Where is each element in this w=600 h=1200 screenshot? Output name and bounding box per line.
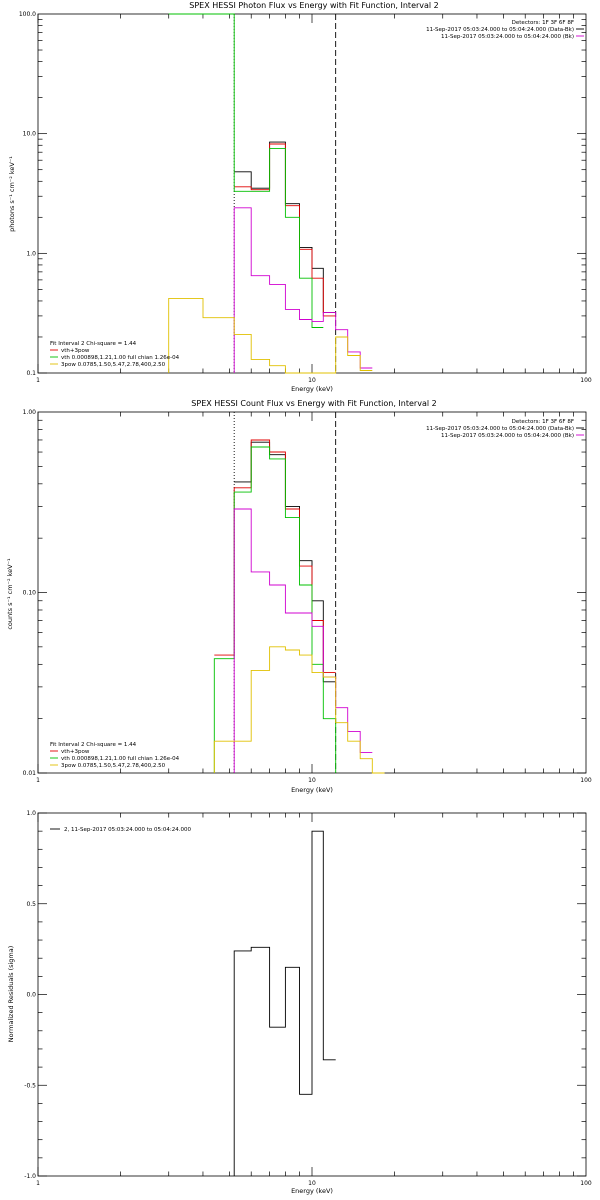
x-axis-label: Energy (keV) — [291, 786, 333, 794]
residual-legend-label: 2, 11-Sep-2017 05:03:24.000 to 05:04:24.… — [64, 827, 191, 833]
info-legend: Detectors: 1F 3F 6F 8F 11-Sep-2017 05:03… — [426, 20, 584, 40]
fit-legend: Fit Interval 2 Chi-square = 1.44 vth+3po… — [50, 742, 180, 769]
axis-ticks: 1 10 100 0.01 0.10 1.00 — [23, 409, 592, 784]
x-axis-label: Energy (keV) — [291, 385, 333, 393]
x-axis-label: Energy (keV) — [291, 1187, 333, 1195]
y-tick-label: -0.5 — [24, 1082, 36, 1089]
detectors-label: Detectors: 1F 3F 6F 8F — [512, 20, 574, 26]
bk-time-label: 11-Sep-2017 05:03:24.000 to 05:04:24.000… — [441, 433, 574, 439]
x-tick-label: 1 — [36, 777, 40, 784]
series-vth-line — [168, 13, 324, 328]
x-tick-label: 10 — [308, 377, 316, 384]
residual-series — [233, 830, 336, 1176]
data-time-label: 11-Sep-2017 05:03:24.000 to 05:04:24.000… — [426, 426, 574, 432]
fit-legend-item-pow: 3pow 0.0785,1.50,5.47,2.78,400,2.50 — [61, 362, 166, 368]
series-data-line — [234, 141, 336, 314]
data-time-label: 11-Sep-2017 05:03:24.000 to 05:04:24.000… — [426, 27, 574, 33]
series-vth-line — [213, 446, 337, 773]
fit-legend-header: Fit Interval 2 Chi-square = 1.44 — [50, 341, 137, 347]
fit-range-markers — [233, 14, 337, 373]
chart-title: SPEX HESSI Count Flux vs Energy with Fit… — [191, 399, 436, 408]
y-tick-label: 100.0 — [19, 11, 36, 18]
y-tick-label: 1.0 — [26, 250, 36, 257]
chart-title: SPEX HESSI Photon Flux vs Energy with Fi… — [189, 1, 439, 10]
x-tick-label: 1 — [36, 377, 40, 384]
x-tick-label: 100 — [580, 377, 592, 384]
spectrum-series — [213, 439, 385, 774]
fit-legend-item-vth: vth 0.000898,1.21,1.00 full chian 1.26e-… — [61, 756, 180, 762]
y-tick-label: 0.5 — [26, 901, 36, 908]
y-tick-label: 10.0 — [23, 131, 37, 138]
x-tick-label: 10 — [308, 777, 316, 784]
x-tick-label: 100 — [580, 1180, 592, 1187]
y-tick-label: 0.0 — [26, 992, 36, 999]
axis-ticks: 1 10 100 -1.0 -0.5 0.0 0.5 1.0 — [24, 810, 592, 1187]
series-total-line — [214, 439, 336, 674]
series-pow-line — [168, 297, 373, 374]
fit-legend-item-total: vth+3pow — [61, 348, 90, 354]
y-axis-label: Normalized Residuals (sigma) — [7, 946, 15, 1043]
fit-legend-item-vth: vth 0.000898,1.21,1.00 full chian 1.26e-… — [61, 355, 180, 361]
x-tick-label: 100 — [580, 777, 592, 784]
count-flux-panel: SPEX HESSI Count Flux vs Energy with Fit… — [6, 399, 592, 794]
spectrum-series — [168, 13, 373, 374]
detectors-label: Detectors: 1F 3F 6F 8F — [512, 419, 574, 425]
fit-legend-item-pow: 3pow 0.0785,1.50,5.47,2.78,400,2.50 — [61, 763, 166, 769]
y-tick-label: 0.10 — [23, 590, 37, 597]
fit-legend-header: Fit Interval 2 Chi-square = 1.44 — [50, 742, 137, 748]
series-background-line — [233, 207, 373, 373]
residuals-panel: 1 10 100 -1.0 -0.5 0.0 0.5 1.0 Energy (keV) Nor… — [7, 810, 592, 1195]
y-tick-label: 0.01 — [23, 770, 37, 777]
fit-legend: Fit Interval 2 Chi-square = 1.44 vth+3po… — [50, 341, 180, 368]
series-residuals-line — [233, 830, 336, 1176]
bk-time-label: 11-Sep-2017 05:03:24.000 to 05:04:24.000… — [441, 34, 574, 40]
residual-legend: 2, 11-Sep-2017 05:03:24.000 to 05:04:24.… — [50, 827, 191, 833]
y-tick-label: -1.0 — [24, 1173, 36, 1180]
y-axis-label: photons s⁻¹ cm⁻² keV⁻¹ — [8, 156, 16, 232]
fit-legend-item-total: vth+3pow — [61, 749, 90, 755]
y-tick-label: 0.1 — [26, 370, 36, 377]
x-tick-label: 10 — [308, 1180, 316, 1187]
series-total-line — [234, 143, 336, 317]
series-background-line — [233, 508, 373, 773]
photon-flux-panel: SPEX HESSI Photon Flux vs Energy with Fi… — [8, 1, 592, 393]
y-tick-label: 1.00 — [23, 409, 37, 416]
fit-range-markers — [233, 412, 337, 773]
y-axis-label: counts s⁻¹ cm⁻² keV⁻¹ — [6, 558, 14, 630]
series-data-line — [234, 441, 336, 683]
series-pow-line — [213, 646, 385, 774]
axis-ticks: 1 10 100 0.1 1.0 10.0 100.0 — [19, 11, 592, 384]
y-tick-label: 1.0 — [26, 810, 36, 817]
x-tick-label: 1 — [36, 1180, 40, 1187]
info-legend: Detectors: 1F 3F 6F 8F 11-Sep-2017 05:03… — [426, 419, 584, 439]
